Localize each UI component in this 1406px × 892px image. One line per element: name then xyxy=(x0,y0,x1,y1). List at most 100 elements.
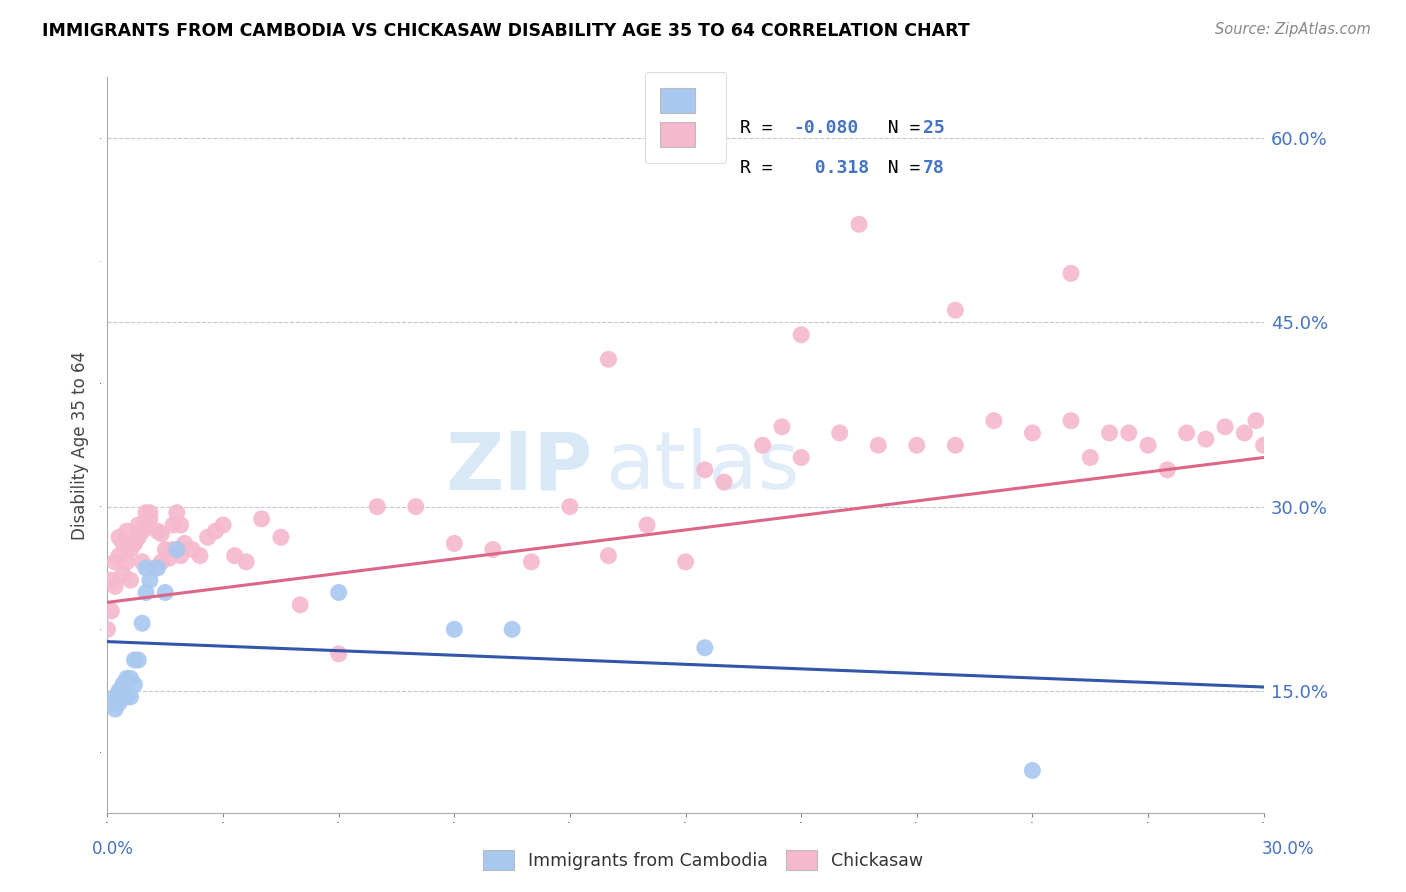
Point xyxy=(520,555,543,569)
Point xyxy=(155,585,177,599)
Point xyxy=(328,585,350,599)
Point xyxy=(790,450,813,465)
Point xyxy=(111,536,134,550)
Point xyxy=(157,551,180,566)
Point xyxy=(115,524,138,538)
Point xyxy=(636,518,658,533)
Point xyxy=(181,542,204,557)
Text: R =: R = xyxy=(740,120,783,137)
Point xyxy=(943,303,966,318)
Point xyxy=(1021,425,1043,440)
Text: 25: 25 xyxy=(922,120,945,137)
Point xyxy=(127,518,149,533)
Point xyxy=(328,647,350,661)
Point xyxy=(405,500,427,514)
Point xyxy=(166,506,188,520)
Point xyxy=(131,616,153,631)
Point xyxy=(104,555,127,569)
Point xyxy=(139,512,162,526)
Point xyxy=(1244,414,1267,428)
Point xyxy=(104,702,127,716)
Point xyxy=(751,438,773,452)
Point xyxy=(1233,425,1256,440)
Y-axis label: Disability Age 35 to 64: Disability Age 35 to 64 xyxy=(72,351,89,540)
Point xyxy=(1098,425,1121,440)
Point xyxy=(1060,414,1083,428)
Point xyxy=(108,683,131,698)
Point xyxy=(501,623,523,637)
Point xyxy=(150,555,173,569)
Point xyxy=(100,604,122,618)
Point xyxy=(1175,425,1198,440)
Point xyxy=(142,561,165,575)
Text: 0.318: 0.318 xyxy=(793,160,869,178)
Point xyxy=(127,653,149,667)
Point xyxy=(598,352,620,367)
Point xyxy=(693,463,716,477)
Text: IMMIGRANTS FROM CAMBODIA VS CHICKASAW DISABILITY AGE 35 TO 64 CORRELATION CHART: IMMIGRANTS FROM CAMBODIA VS CHICKASAW DI… xyxy=(42,22,970,40)
Point xyxy=(366,500,388,514)
Text: -0.080: -0.080 xyxy=(793,120,859,137)
Text: N =: N = xyxy=(866,120,932,137)
Point xyxy=(443,536,465,550)
Point xyxy=(868,438,890,452)
Point xyxy=(790,327,813,342)
Point xyxy=(983,414,1005,428)
Point xyxy=(127,530,149,544)
Text: 0.0%: 0.0% xyxy=(91,840,134,858)
Point xyxy=(124,536,146,550)
Point xyxy=(120,573,142,587)
Point xyxy=(905,438,928,452)
Point xyxy=(150,526,173,541)
Point xyxy=(173,536,195,550)
Point xyxy=(1253,438,1275,452)
Point xyxy=(235,555,257,569)
Text: Source: ZipAtlas.com: Source: ZipAtlas.com xyxy=(1215,22,1371,37)
Point xyxy=(828,425,851,440)
Point xyxy=(162,518,184,533)
Point xyxy=(100,573,122,587)
Point xyxy=(1195,432,1218,446)
Point xyxy=(108,549,131,563)
Point xyxy=(598,549,620,563)
Point xyxy=(111,567,134,582)
Point xyxy=(558,500,581,514)
Point xyxy=(1021,764,1043,778)
Point xyxy=(1118,425,1140,440)
Legend: , : , xyxy=(645,72,727,163)
Point xyxy=(96,623,118,637)
Point xyxy=(170,518,193,533)
Text: 30.0%: 30.0% xyxy=(1263,840,1315,858)
Point xyxy=(115,672,138,686)
Point xyxy=(115,555,138,569)
Point xyxy=(135,585,157,599)
Point xyxy=(212,518,235,533)
Point xyxy=(848,217,870,231)
Point xyxy=(120,542,142,557)
Point xyxy=(443,623,465,637)
Text: N =: N = xyxy=(866,160,932,178)
Point xyxy=(170,549,193,563)
Point xyxy=(482,542,505,557)
Point xyxy=(135,506,157,520)
Point xyxy=(124,677,146,691)
Text: 78: 78 xyxy=(922,160,945,178)
Point xyxy=(288,598,311,612)
Point xyxy=(108,696,131,710)
Point xyxy=(270,530,292,544)
Point xyxy=(162,542,184,557)
Point xyxy=(146,561,169,575)
Point xyxy=(124,653,146,667)
Point xyxy=(1156,463,1178,477)
Point xyxy=(131,524,153,538)
Point xyxy=(131,555,153,569)
Point xyxy=(1060,266,1083,280)
Point xyxy=(943,438,966,452)
Point xyxy=(139,506,162,520)
Point xyxy=(166,542,188,557)
Point xyxy=(120,690,142,704)
Point xyxy=(104,690,127,704)
Point xyxy=(139,573,162,587)
Point xyxy=(1137,438,1160,452)
Point xyxy=(188,549,211,563)
